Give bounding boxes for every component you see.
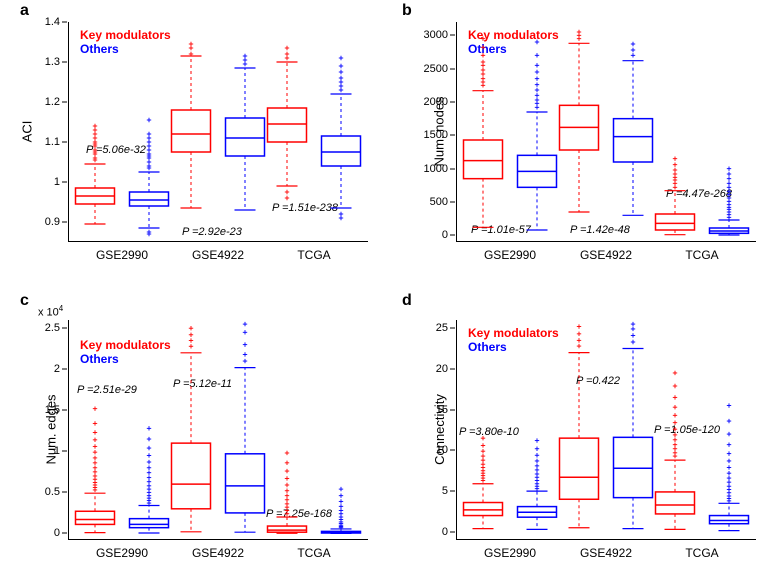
ytick: 1.2	[20, 96, 60, 108]
panel-label-d: d	[402, 292, 412, 310]
xtick-label: GSE4922	[192, 248, 244, 262]
boxplot-layer-b	[456, 22, 756, 242]
xtick-label: GSE4922	[192, 546, 244, 560]
ytick: 1.3	[20, 56, 60, 68]
boxplot-layer-a	[68, 22, 368, 242]
xtick-label: TCGA	[297, 546, 330, 560]
xtick-label: GSE4922	[580, 248, 632, 262]
ytick: 2500	[408, 63, 448, 75]
ytick: 0	[408, 526, 448, 538]
ytick: 1.4	[20, 16, 60, 28]
panel-label-b: b	[402, 2, 412, 20]
boxplot-layer-c	[68, 320, 368, 540]
ytick: 0	[408, 229, 448, 241]
xtick-label: TCGA	[685, 546, 718, 560]
ytick: 1	[20, 176, 60, 188]
ytick: 25	[408, 322, 448, 334]
ylabel-c: Num. edges	[44, 394, 59, 464]
axis-exponent: x 104	[38, 304, 63, 319]
ytick: 0.5	[20, 486, 60, 498]
ylabel-a: ACI	[19, 121, 34, 143]
xtick-label: GSE4922	[580, 546, 632, 560]
ytick: 0.9	[20, 216, 60, 228]
xtick-label: GSE2990	[484, 546, 536, 560]
xtick-label: GSE2990	[96, 248, 148, 262]
ytick: 5	[408, 485, 448, 497]
xtick-label: GSE2990	[484, 248, 536, 262]
ylabel-b: Num. nodes	[432, 96, 447, 166]
boxplot-layer-d	[456, 320, 756, 540]
ytick: 20	[408, 363, 448, 375]
xtick-label: TCGA	[685, 248, 718, 262]
xtick-label: GSE2990	[96, 546, 148, 560]
ylabel-d: Connectivity	[432, 394, 447, 465]
xtick-label: TCGA	[297, 248, 330, 262]
figure: { "global": { "width": 779, "height": 57…	[0, 0, 779, 579]
ytick: 0	[20, 527, 60, 539]
ytick: 2	[20, 363, 60, 375]
ytick: 500	[408, 196, 448, 208]
ytick: 2.5	[20, 322, 60, 334]
panel-label-c: c	[20, 292, 29, 310]
ytick: 3000	[408, 29, 448, 41]
